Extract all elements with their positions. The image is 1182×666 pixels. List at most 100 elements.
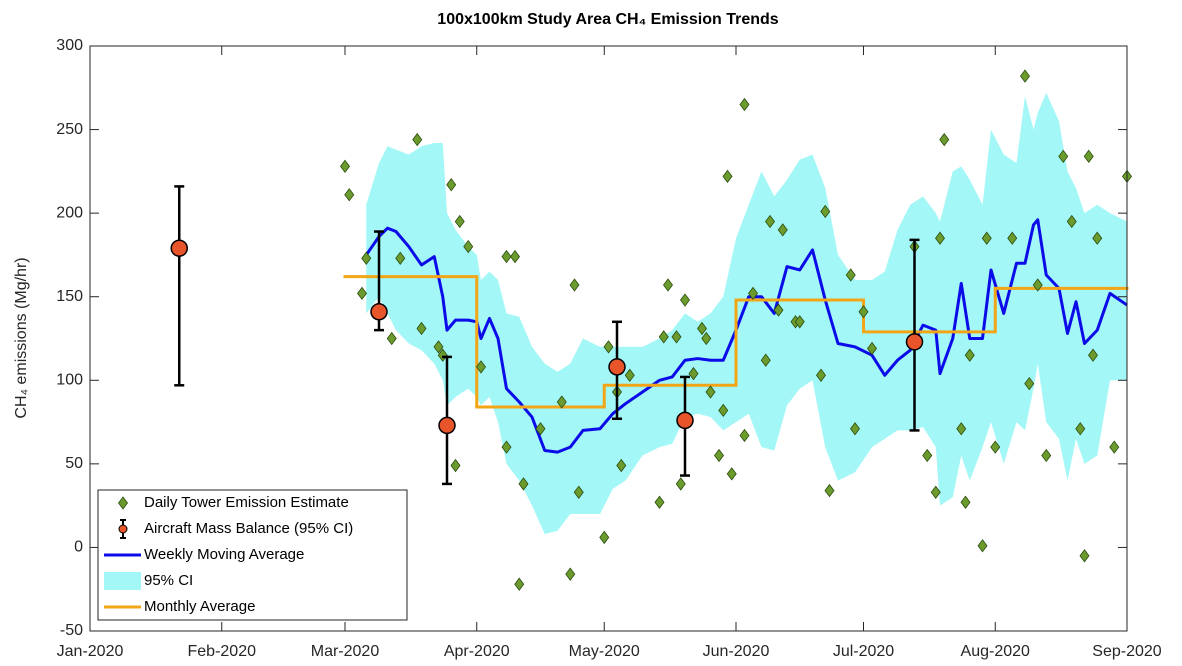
tower-estimate-point	[867, 341, 877, 356]
tower-estimate-point	[446, 178, 457, 192]
aircraft-point	[608, 358, 626, 376]
tower-estimate-point	[501, 440, 512, 454]
tower-estimate-point	[935, 231, 945, 245]
chart-title: 100x100km Study Area CH₄ Emission Trends	[437, 11, 779, 28]
tower-estimate-point	[1007, 231, 1018, 245]
tower-estimate-point	[463, 239, 474, 254]
tower-estimate-point	[990, 440, 1001, 454]
x-tick-label: May-2020	[569, 643, 640, 660]
tower-estimate-point	[777, 223, 788, 237]
tower-estimate-point	[616, 458, 627, 473]
x-tick-label: Feb-2020	[188, 643, 257, 660]
tower-estimate-point	[816, 368, 826, 382]
y-tick-label: 50	[65, 455, 83, 472]
plot-area	[170, 69, 1132, 591]
x-tick-label: Jun-2020	[703, 643, 770, 660]
tower-estimate-point	[739, 428, 750, 443]
tower-estimate-point	[714, 448, 724, 463]
tower-estimate-point	[939, 132, 950, 147]
tower-estimate-point	[748, 286, 758, 301]
x-tick-label: Sep-2020	[1092, 643, 1161, 660]
tower-estimate-point	[671, 330, 682, 344]
x-tick-label: Aug-2020	[961, 643, 1030, 660]
tower-estimate-point	[688, 366, 699, 381]
tower-estimate-point	[454, 214, 465, 229]
tower-estimate-point	[395, 251, 406, 265]
tower-estimate-point	[1079, 549, 1090, 563]
tower-estimate-point	[765, 214, 775, 229]
tower-estimate-point	[340, 159, 350, 174]
tower-estimate-point	[697, 321, 707, 336]
y-tick-label: 200	[56, 204, 83, 221]
tower-estimate-point	[603, 340, 614, 354]
tower-estimate-point	[412, 132, 423, 147]
tower-estimate-point	[450, 458, 461, 473]
tower-estimate-point	[964, 348, 975, 362]
tower-estimate-point	[433, 340, 444, 354]
tower-estimate-point	[476, 360, 486, 374]
tower-estimate-point	[718, 403, 729, 418]
legend-label: 95% CI	[144, 572, 193, 589]
tower-estimate-point	[794, 315, 805, 329]
axes-box	[89, 45, 1128, 632]
tower-estimate-point	[675, 477, 686, 491]
tower-estimate-point	[845, 268, 856, 282]
tower-estimate-point	[981, 231, 992, 245]
tower-estimate-point	[501, 249, 512, 264]
tower-estimate-point	[361, 251, 372, 265]
tower-estimate-point	[386, 331, 397, 346]
tower-estimate-point	[1109, 440, 1120, 454]
tower-estimate-point	[1020, 69, 1030, 83]
tower-estimate-point	[858, 305, 869, 319]
tower-estimate-point	[1088, 348, 1098, 362]
tower-estimate-point	[1024, 376, 1035, 391]
tower-estimate-point	[510, 249, 520, 264]
legend-label: Monthly Average	[144, 598, 255, 615]
tower-estimate-point	[1041, 448, 1052, 463]
legend-symbol	[104, 572, 141, 590]
y-axis-label: CH₄ emissions (Mg/hr)	[13, 257, 30, 418]
aircraft-point	[370, 303, 388, 321]
legend-symbol	[118, 524, 128, 534]
y-tick-label: 300	[56, 37, 83, 54]
tower-estimate-point	[922, 448, 933, 463]
tower-estimate-point	[722, 169, 733, 184]
tower-estimate-point	[820, 204, 831, 219]
aircraft-point	[170, 239, 188, 257]
tower-estimate-point	[573, 485, 584, 499]
tower-estimate-point	[739, 97, 750, 112]
tower-estimate-point	[514, 577, 525, 591]
tower-estimate-point	[569, 278, 580, 292]
tower-estimate-point	[624, 368, 635, 382]
tower-estimate-point	[1092, 231, 1103, 245]
tower-estimate-point	[357, 286, 367, 301]
tower-estimate-point	[680, 293, 690, 307]
tower-estimate-point	[416, 321, 427, 336]
tower-estimate-point	[518, 477, 529, 491]
tower-estimate-point	[1075, 422, 1086, 436]
x-tick-label: Apr-2020	[444, 643, 510, 660]
tower-estimate-point	[705, 385, 716, 399]
aircraft-point	[438, 416, 456, 435]
tower-estimate-point	[760, 353, 771, 367]
tower-estimate-point	[599, 530, 610, 545]
tower-estimate-point	[437, 348, 448, 362]
aircraft-point	[905, 333, 924, 351]
legend-label: Weekly Moving Average	[144, 546, 304, 563]
tower-estimate-point	[960, 495, 971, 509]
x-tick-label: Jul-2020	[833, 643, 894, 660]
tower-estimate-point	[658, 330, 669, 344]
y-tick-label: 150	[56, 288, 83, 305]
x-tick-label: Jan-2020	[57, 643, 124, 660]
y-tick-label: 250	[56, 121, 83, 138]
legend-symbol	[118, 496, 128, 510]
tower-estimate-point	[654, 495, 665, 509]
y-tick-label: -50	[60, 622, 83, 639]
tower-estimate-point	[726, 467, 737, 481]
y-tick-label: 100	[56, 372, 83, 389]
x-tick-label: Mar-2020	[311, 643, 380, 660]
tower-estimate-point	[663, 278, 673, 292]
tower-estimate-point	[977, 539, 988, 553]
tower-estimate-point	[535, 422, 546, 436]
